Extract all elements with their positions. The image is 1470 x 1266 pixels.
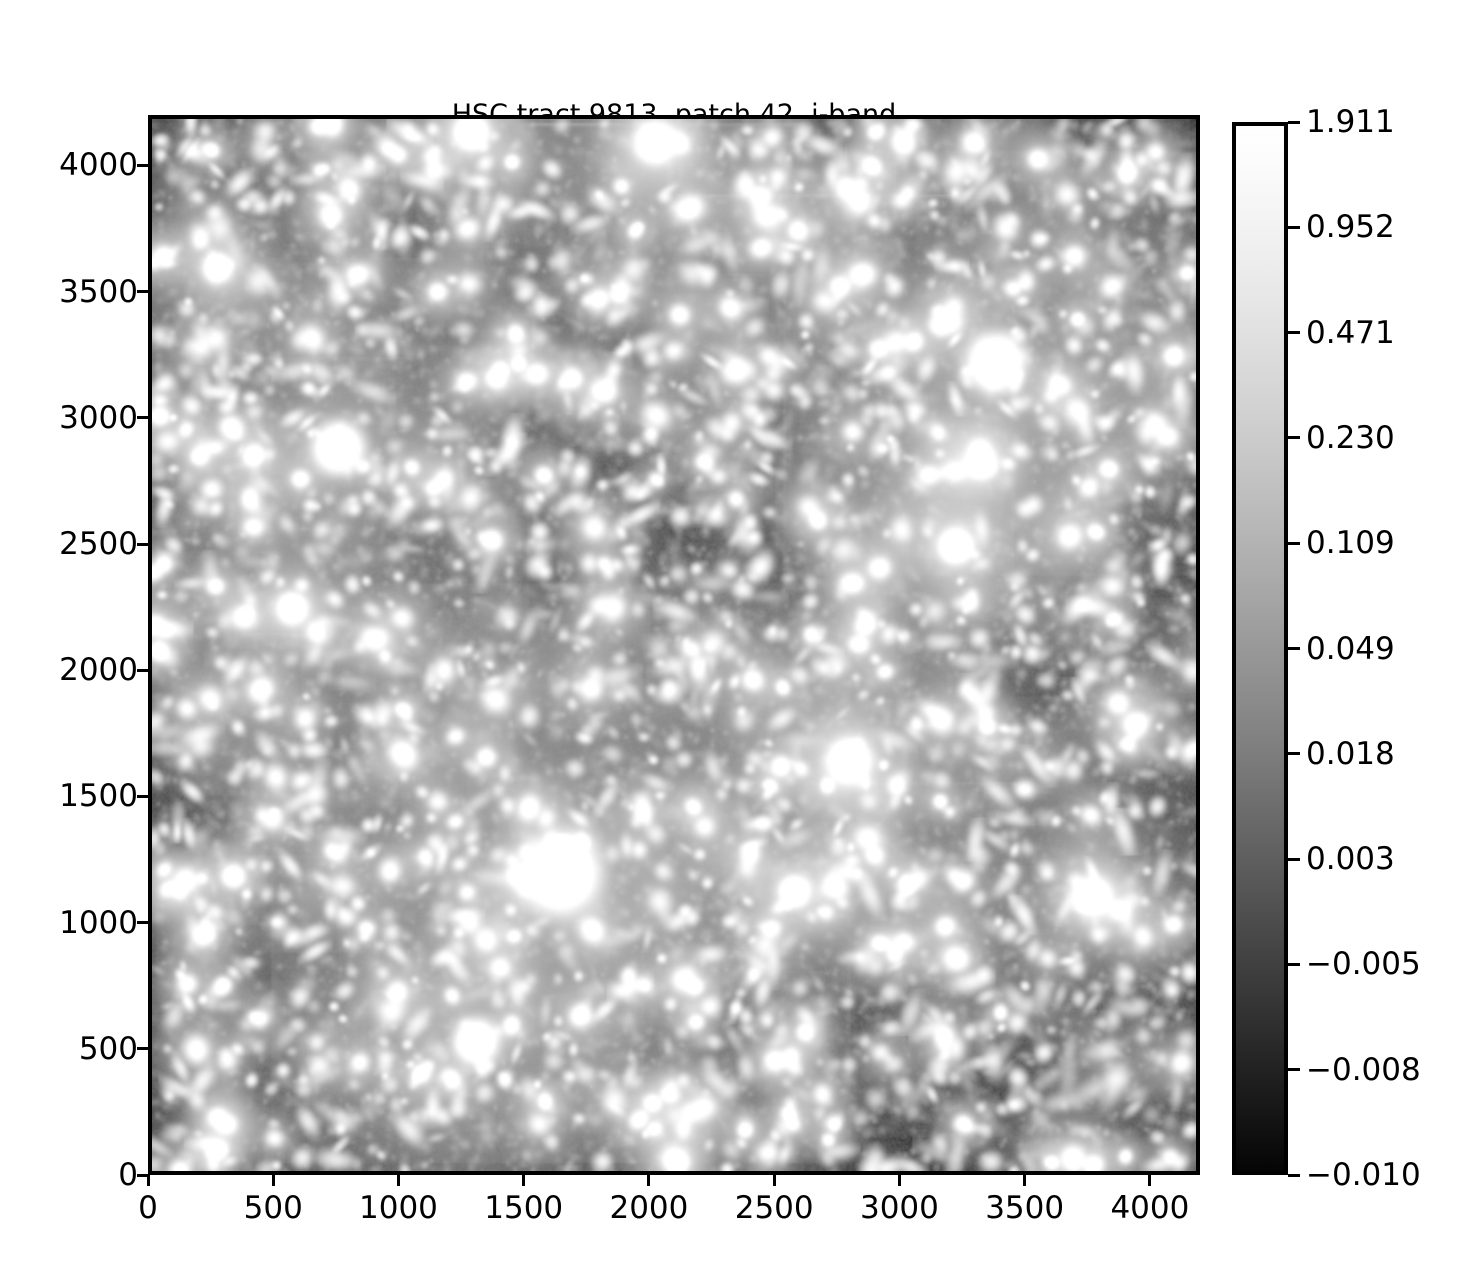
x-tick-label-500: 500 bbox=[243, 1190, 303, 1226]
colorbar-tick-10 bbox=[1288, 1173, 1300, 1177]
x-tick-3000 bbox=[897, 1175, 901, 1186]
y-tick-4000 bbox=[137, 163, 148, 167]
x-tick-label-1500: 1500 bbox=[484, 1190, 564, 1226]
y-tick-1500 bbox=[137, 794, 148, 798]
y-tick-500 bbox=[137, 1047, 148, 1051]
y-tick-label-0: 0 bbox=[118, 1157, 138, 1193]
y-tick-label-2000: 2000 bbox=[59, 652, 138, 689]
x-tick-2000 bbox=[647, 1175, 651, 1186]
x-tick-1500 bbox=[522, 1175, 526, 1186]
colorbar-tick-label-6: 0.018 bbox=[1306, 735, 1395, 772]
colorbar-tick-label-10: −0.010 bbox=[1306, 1157, 1421, 1193]
colorbar[interactable] bbox=[1232, 122, 1288, 1175]
colorbar-tick-label-8: −0.005 bbox=[1306, 946, 1421, 983]
colorbar-tick-label-0: 1.911 bbox=[1306, 104, 1395, 140]
y-tick-0 bbox=[137, 1173, 148, 1177]
colorbar-tick-label-9: −0.008 bbox=[1306, 1051, 1421, 1088]
colorbar-tick-7 bbox=[1288, 857, 1300, 861]
x-tick-label-3000: 3000 bbox=[859, 1190, 939, 1226]
y-tick-label-3000: 3000 bbox=[59, 399, 138, 436]
x-tick-0 bbox=[146, 1175, 150, 1186]
y-tick-label-4000: 4000 bbox=[59, 147, 138, 184]
y-tick-label-1000: 1000 bbox=[59, 904, 138, 941]
y-tick-label-1500: 1500 bbox=[59, 778, 138, 815]
y-tick-label-500: 500 bbox=[78, 1030, 138, 1067]
y-tick-2500 bbox=[137, 542, 148, 546]
colorbar-tick-label-3: 0.230 bbox=[1306, 419, 1395, 456]
x-tick-label-1000: 1000 bbox=[359, 1190, 438, 1226]
colorbar-tick-label-7: 0.003 bbox=[1306, 841, 1395, 878]
colorbar-tick-5 bbox=[1288, 647, 1300, 650]
x-tick-500 bbox=[271, 1175, 275, 1186]
x-tick-2500 bbox=[772, 1175, 776, 1186]
colorbar-tick-3 bbox=[1288, 436, 1300, 440]
x-tick-3500 bbox=[1023, 1175, 1027, 1186]
y-tick-label-3500: 3500 bbox=[59, 273, 138, 310]
x-tick-label-3500: 3500 bbox=[985, 1190, 1065, 1226]
x-tick-label-2000: 2000 bbox=[609, 1190, 689, 1226]
x-tick-4000 bbox=[1148, 1175, 1152, 1186]
sky-image bbox=[152, 119, 1196, 1171]
x-tick-label-4000: 4000 bbox=[1110, 1190, 1190, 1226]
colorbar-tick-label-5: 0.049 bbox=[1306, 630, 1395, 667]
colorbar-tick-label-4: 0.109 bbox=[1306, 525, 1395, 562]
y-tick-1000 bbox=[137, 921, 148, 925]
colorbar-tick-9 bbox=[1288, 1068, 1300, 1072]
colorbar-tick-8 bbox=[1288, 962, 1300, 966]
colorbar-tick-2 bbox=[1288, 331, 1300, 335]
colorbar-tick-1 bbox=[1288, 225, 1300, 229]
y-tick-3000 bbox=[137, 416, 148, 420]
x-tick-label-0: 0 bbox=[138, 1190, 158, 1226]
colorbar-tick-label-2: 0.471 bbox=[1306, 314, 1395, 351]
colorbar-tick-6 bbox=[1288, 752, 1300, 756]
y-tick-label-2500: 2500 bbox=[59, 526, 138, 563]
x-tick-label-2500: 2500 bbox=[734, 1190, 814, 1226]
y-tick-3500 bbox=[137, 290, 148, 294]
image-axes[interactable] bbox=[148, 115, 1200, 1175]
y-tick-2000 bbox=[137, 668, 148, 672]
colorbar-tick-label-1: 0.952 bbox=[1306, 209, 1395, 246]
colorbar-tick-0 bbox=[1288, 120, 1300, 124]
colorbar-tick-4 bbox=[1288, 541, 1300, 545]
x-tick-1000 bbox=[396, 1175, 400, 1186]
